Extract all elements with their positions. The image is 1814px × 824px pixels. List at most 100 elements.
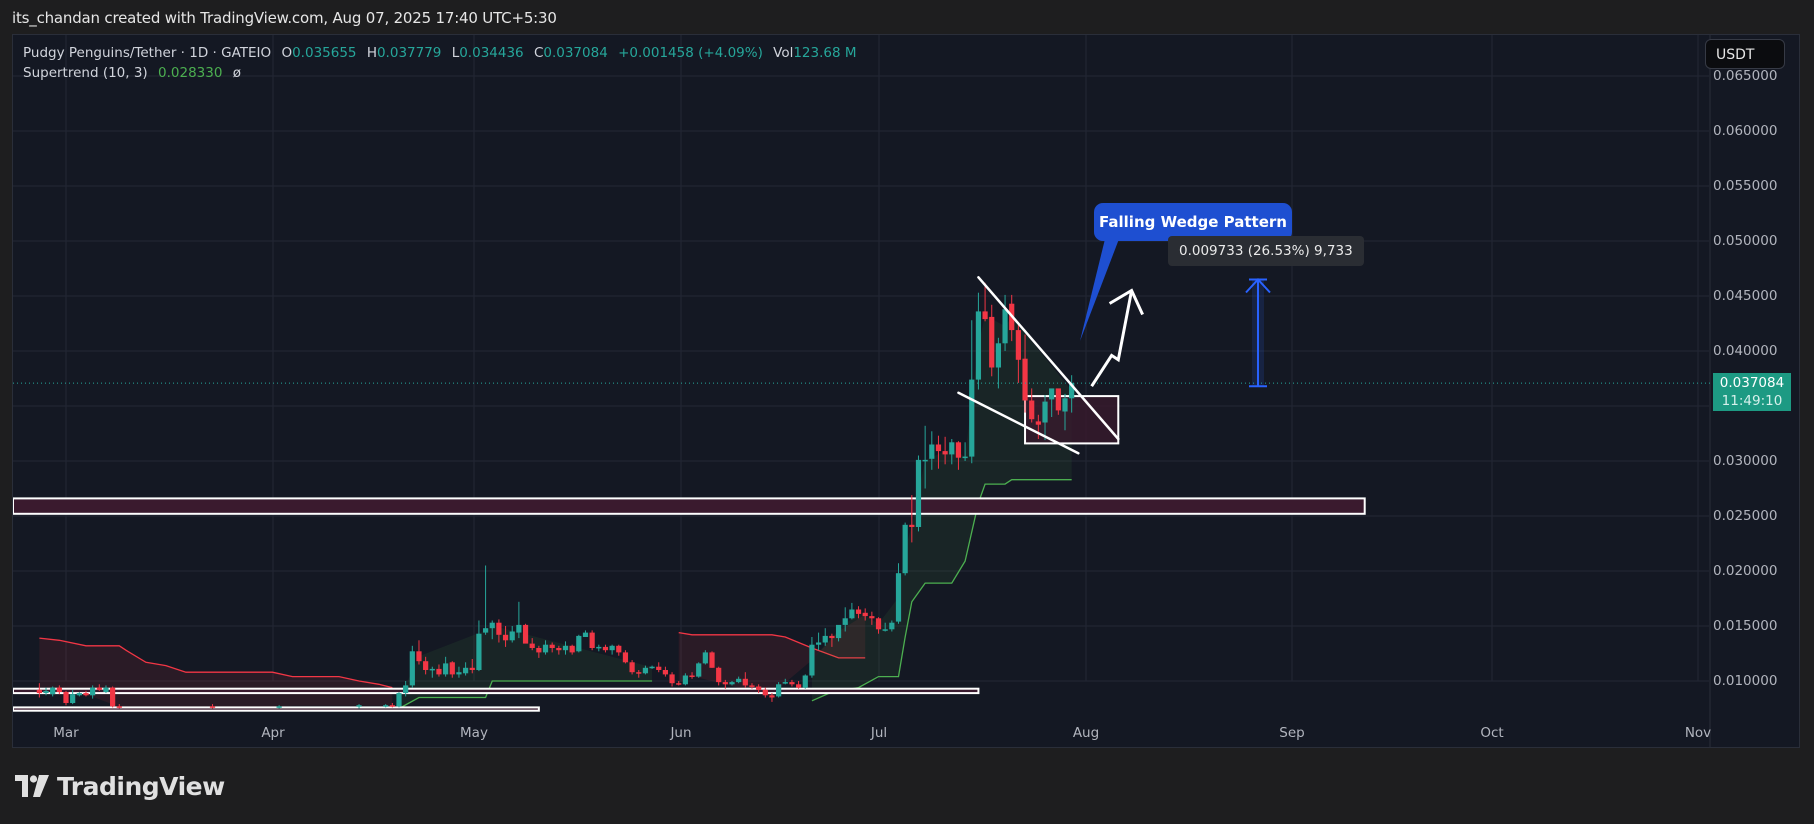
candle-body [756, 686, 762, 690]
candle-body [443, 663, 449, 675]
candle-body [902, 524, 908, 574]
candle-body [1069, 382, 1075, 399]
price-tick-label: 0.025000 [1713, 508, 1778, 524]
candle-body [789, 682, 795, 685]
candle-body [849, 609, 855, 619]
supertrend-title[interactable]: Supertrend (10, 3) [23, 65, 148, 81]
candle-body [736, 678, 742, 683]
candle-body [502, 634, 509, 641]
candle-body [542, 644, 549, 653]
candle-body [356, 705, 362, 707]
candle-body [43, 690, 49, 694]
candle-body [70, 694, 76, 703]
candle-body [576, 635, 582, 652]
time-tick-label: Jul [870, 725, 888, 741]
candle-body [1042, 401, 1048, 423]
candle-body [829, 635, 835, 639]
wedge-lower [957, 391, 1080, 455]
candle-body [622, 652, 629, 663]
tradingview-logo[interactable]: TradingView [15, 772, 225, 801]
candle-body [1062, 398, 1068, 412]
candle-body [1022, 358, 1028, 401]
candle-body [689, 675, 695, 677]
candle-body [929, 444, 935, 459]
low-label: L [451, 45, 460, 61]
price-tick-label: 0.065000 [1713, 68, 1778, 84]
candle-body [516, 624, 522, 633]
time-tick-label: Jun [670, 725, 692, 741]
candle-body [1055, 388, 1061, 411]
candle-body [103, 687, 109, 692]
candle-body [815, 642, 822, 645]
candle-body [589, 632, 595, 648]
candle-body [669, 674, 675, 684]
candle-body [602, 646, 609, 651]
open-value: 0.035655 [292, 45, 357, 61]
candle-body [882, 629, 888, 631]
candle-body [649, 666, 655, 669]
candle-body [855, 609, 862, 614]
candle-body [96, 687, 102, 690]
candle-body [56, 687, 62, 692]
candle-body [915, 459, 922, 527]
candle-body [562, 645, 569, 651]
candle-body [416, 651, 422, 662]
candle-body [975, 311, 982, 380]
candle-body [722, 682, 728, 685]
time-tick-label: Nov [1684, 725, 1712, 741]
chart-legend: Pudgy Penguins/Tether · 1D · GATEIO O0.0… [23, 43, 857, 83]
candle-body [982, 311, 988, 320]
candle-body [835, 624, 842, 639]
candle-body [656, 666, 662, 670]
candle-body [809, 644, 815, 676]
chart-pane[interactable]: Pudgy Penguins/Tether · 1D · GATEIO O0.0… [12, 34, 1800, 748]
candle-body [456, 672, 462, 675]
support-zone-2 [13, 706, 540, 712]
candle-body [409, 651, 415, 686]
candle-body [942, 451, 948, 455]
candle-body [489, 622, 495, 629]
candle-body [1049, 388, 1055, 400]
time-tick-label: Aug [1072, 725, 1100, 741]
data-window-icon[interactable]: ø [232, 65, 241, 81]
candle-body [509, 631, 515, 641]
candle-body [403, 685, 409, 694]
candlestick-chart[interactable] [13, 35, 1800, 748]
supertrend-line [39, 637, 393, 689]
candle-body [682, 675, 688, 685]
candle-body [1029, 400, 1035, 420]
candle-body [742, 678, 748, 686]
candle-body [702, 652, 708, 664]
time-tick-label: Oct [1480, 725, 1504, 741]
tradingview-logo-icon [15, 775, 49, 797]
symbol-title[interactable]: Pudgy Penguins/Tether · 1D · GATEIO [23, 45, 272, 61]
candle-body [83, 693, 89, 696]
candle-body [476, 633, 482, 670]
volume-label: Vol [773, 45, 794, 61]
candle-body [862, 612, 868, 617]
chart-credit: its_chandan created with TradingView.com… [12, 9, 557, 27]
candle-body [529, 643, 535, 648]
candle-body [662, 670, 668, 675]
price-tick-label: 0.015000 [1713, 618, 1778, 634]
price-tick-label: 0.045000 [1713, 288, 1778, 304]
candle-body [609, 645, 615, 651]
candle-body [463, 667, 469, 674]
candle-body [955, 442, 962, 458]
candle-body [110, 687, 116, 707]
candle-body [749, 685, 755, 687]
currency-button[interactable]: USDT [1705, 39, 1785, 69]
wedge-upper [977, 276, 1120, 441]
price-tick-label: 0.010000 [1713, 673, 1778, 689]
symbol-legend-row: Pudgy Penguins/Tether · 1D · GATEIO O0.0… [23, 43, 857, 63]
candle-body [776, 684, 782, 697]
candle-body [989, 316, 995, 368]
price-tick-label: 0.040000 [1713, 343, 1778, 359]
candle-body [642, 667, 649, 674]
candle-body [1002, 309, 1008, 344]
candle-body [449, 662, 455, 675]
falling-wedge-callout[interactable]: Falling Wedge Pattern [1094, 203, 1292, 241]
candle-body [469, 667, 475, 670]
candle-body [536, 648, 542, 653]
callout-pointer [1080, 239, 1119, 341]
